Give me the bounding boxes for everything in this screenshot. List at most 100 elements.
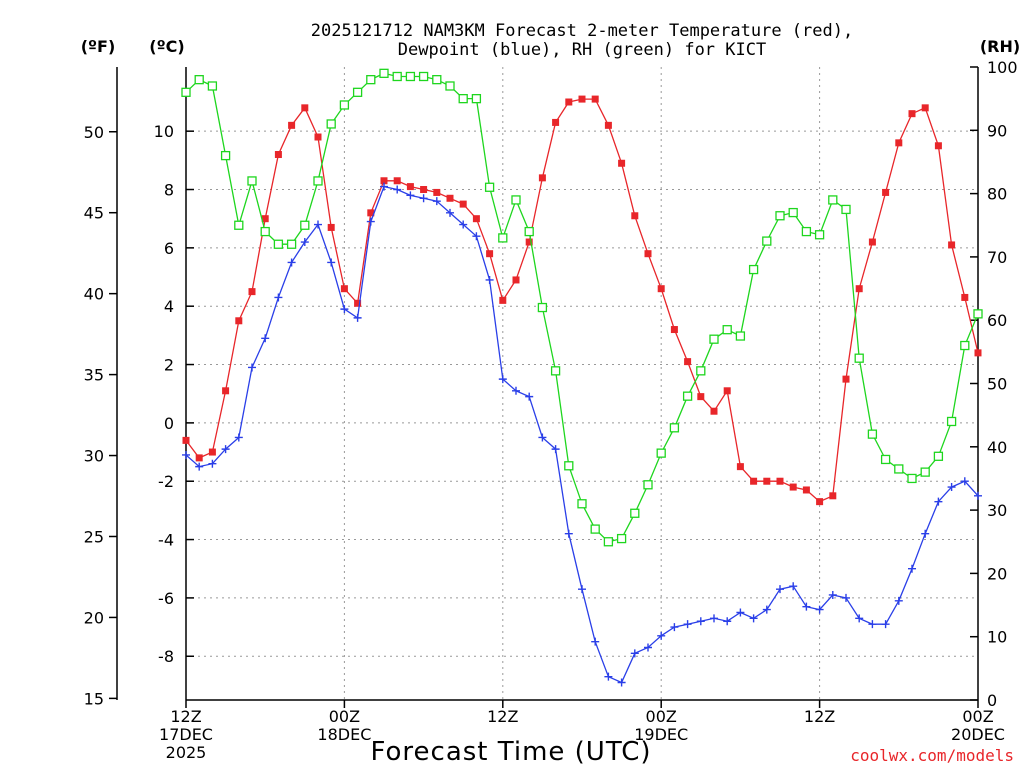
rh-point [564,461,574,471]
axis-ticks: -8-6-4-202468101520253035404550010203040… [84,58,1018,762]
dewpoint-point [868,620,877,629]
rh-point [682,391,693,401]
rh-point [973,309,983,319]
rh-unit-label: (RH) [980,37,1020,56]
dewpoint-point [459,220,468,229]
x-tick-label: 18DEC [317,725,371,744]
dewpoint-point [327,258,336,267]
temperature-point [697,393,705,401]
temperature-point [763,477,771,485]
temperature-point [921,104,929,112]
dewpoint-point [221,445,230,454]
rh-point [207,81,218,91]
dewpoint-point [974,491,982,500]
rh-tick-label: 10 [987,628,1007,647]
fahrenheit-tick-label: 30 [84,447,104,466]
rh-point [458,94,468,104]
dewpoint-point [498,375,507,384]
dewpoint-point [617,678,626,687]
celsius-tick-label: 0 [164,414,174,433]
dewpoint-point [195,462,204,471]
dewpoint-point [723,617,732,626]
rh-point [392,71,402,82]
chart-title-line-1: 2025121712 NAM3KM Forecast 2-meter Tempe… [311,21,853,41]
dewpoint-point [683,620,692,629]
dewpoint-point [551,445,560,454]
temperature-point [842,375,850,383]
rh-point [524,226,534,237]
dewpoint-point [855,614,864,623]
temperature-point [512,276,520,284]
fahrenheit-tick-label: 50 [84,123,104,142]
rh-point [709,334,719,344]
temperature-point [525,238,533,246]
x-tick-label: 00Z [962,707,993,726]
rh-tick-label: 100 [987,58,1018,77]
dewpoint-point [380,182,388,191]
temperature-point [274,151,282,159]
dewpoint-point [234,433,243,442]
dewpoint-point [630,649,639,658]
dewpoint-point [340,305,349,314]
celsius-tick-label: -2 [158,472,174,491]
temperature-line [185,98,979,503]
rh-point [260,226,270,237]
dewpoint-point [287,258,296,267]
celsius-tick-label: 8 [164,181,174,200]
rh-point [550,366,561,376]
rh-point [828,195,838,205]
dewpoint-point [828,590,837,599]
celsius-tick-label: 10 [154,122,174,141]
temperature-point [961,293,969,301]
rh-point [801,226,812,237]
rh-point [234,220,244,230]
rh-tick-label: 60 [987,311,1007,330]
dewpoint-point [248,363,256,372]
temperature-point [552,118,560,126]
dewpoint-point [353,313,362,322]
temperature-point [802,486,810,494]
rh-tick-label: 20 [987,564,1007,583]
x-tick-label: 12Z [170,707,201,726]
data-series [181,68,983,687]
temperature-point [367,209,375,217]
dewpoint-point [736,608,745,617]
temperature-point [816,498,824,506]
temperature-point [314,133,322,141]
temperature-point [222,387,230,395]
temperature-point [301,104,309,112]
rh-point [339,100,350,110]
temperature-point [288,121,296,129]
rh-point [603,537,614,547]
rh-point [933,451,944,461]
temperature-point [433,188,441,196]
dewpoint-point [485,275,494,284]
temperature-point [604,121,612,129]
celsius-tick-label: -6 [158,589,174,608]
temperature-point [420,186,428,194]
temperature-point [882,188,890,196]
dewpoint-point [921,529,930,538]
temperature-point [631,212,639,220]
rh-tick-label: 0 [987,691,997,710]
dewpoint-point [182,450,190,459]
temperature-point [446,194,454,202]
rh-point [880,454,891,465]
temperature-point [578,95,586,103]
rh-point [696,366,706,376]
rh-point [366,75,376,85]
dewpoint-point [300,238,309,247]
dewpoint-point [802,602,811,611]
rh-point [220,150,231,161]
dewpoint-point [261,334,270,343]
dewpoint-point [604,672,613,681]
dewpoint-point [696,617,705,626]
dewpoint-point [406,191,415,200]
rh-tick-label: 30 [987,501,1007,520]
dewpoint-point [894,596,903,605]
rh-line [185,72,979,543]
rh-point [313,176,323,186]
dewpoint-point [762,605,771,614]
temperature-point [406,183,414,191]
